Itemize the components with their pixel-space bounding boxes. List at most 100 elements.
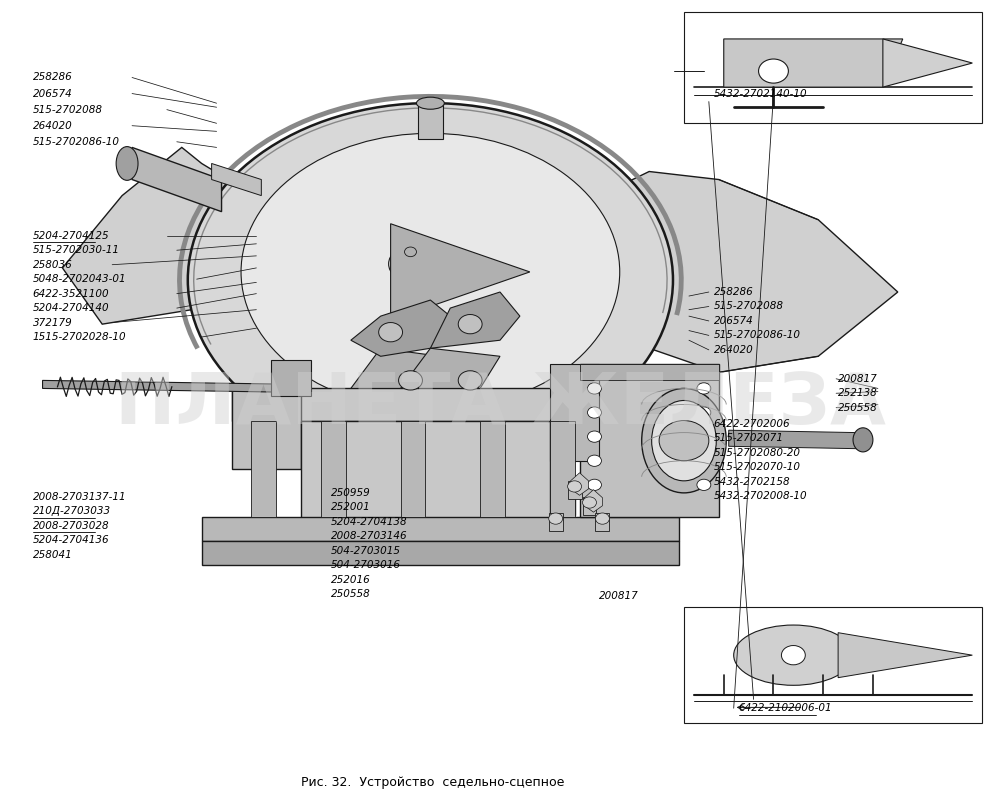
Text: 6422-2702006: 6422-2702006 (714, 419, 790, 429)
Text: 2008-2703137-11: 2008-2703137-11 (33, 492, 126, 502)
Ellipse shape (642, 388, 726, 493)
Ellipse shape (652, 400, 716, 481)
Bar (684, 607, 982, 723)
Circle shape (759, 59, 788, 83)
Polygon shape (202, 541, 679, 565)
Text: 6422-3521100: 6422-3521100 (33, 289, 109, 299)
Polygon shape (401, 421, 425, 517)
Text: 5204-2704138: 5204-2704138 (331, 517, 408, 527)
Text: 258286: 258286 (33, 73, 72, 83)
Text: 5432-2702158: 5432-2702158 (714, 477, 790, 487)
Text: 515-2702070-10: 515-2702070-10 (714, 462, 801, 472)
Text: 250558: 250558 (838, 403, 878, 413)
Polygon shape (321, 421, 346, 517)
Text: 250959: 250959 (331, 488, 371, 498)
Ellipse shape (416, 97, 444, 109)
Text: 264020: 264020 (714, 345, 754, 355)
Circle shape (549, 513, 563, 524)
Bar (549, 513, 563, 531)
Circle shape (697, 407, 711, 418)
Text: 1515-2702028-10: 1515-2702028-10 (33, 332, 126, 342)
Text: 5432-2702140-10: 5432-2702140-10 (714, 88, 807, 99)
Ellipse shape (188, 103, 673, 457)
Polygon shape (202, 517, 679, 541)
Text: 252138: 252138 (838, 388, 878, 398)
Text: 258286: 258286 (714, 287, 754, 297)
Circle shape (389, 246, 432, 282)
Text: 5048-2702043-01: 5048-2702043-01 (33, 274, 126, 284)
Bar (418, 104, 443, 139)
Polygon shape (401, 348, 500, 388)
Bar (583, 497, 596, 515)
Circle shape (588, 383, 601, 394)
Polygon shape (271, 360, 311, 396)
Polygon shape (351, 348, 440, 388)
Bar (595, 513, 609, 531)
Text: 210Д-2703033: 210Д-2703033 (33, 506, 111, 516)
Text: 200817: 200817 (838, 374, 878, 383)
Circle shape (405, 247, 416, 256)
Circle shape (659, 421, 709, 461)
Text: 206574: 206574 (33, 88, 72, 99)
Text: 504-2703015: 504-2703015 (331, 546, 401, 556)
Polygon shape (301, 421, 550, 525)
Polygon shape (232, 388, 301, 468)
Text: 2008-2703028: 2008-2703028 (33, 521, 109, 531)
Polygon shape (550, 364, 599, 461)
Polygon shape (132, 147, 222, 212)
Circle shape (588, 455, 601, 466)
Text: 515-2702071: 515-2702071 (714, 434, 784, 443)
Polygon shape (212, 163, 261, 196)
Text: 206574: 206574 (714, 316, 754, 326)
Polygon shape (599, 172, 898, 372)
Polygon shape (391, 224, 530, 320)
Text: 372179: 372179 (33, 318, 72, 328)
Text: 250558: 250558 (331, 589, 371, 599)
Text: 6422-2102006-01: 6422-2102006-01 (739, 703, 832, 714)
Polygon shape (571, 472, 589, 495)
Text: 258041: 258041 (33, 550, 72, 560)
Text: Рис. 32.  Устройство  седельно-сцепное: Рис. 32. Устройство седельно-сцепное (301, 776, 564, 789)
Text: 515-2702086-10: 515-2702086-10 (33, 137, 120, 146)
Bar (568, 481, 582, 498)
Polygon shape (580, 364, 719, 380)
Text: 5432-2702008-10: 5432-2702008-10 (714, 491, 807, 501)
Circle shape (379, 323, 403, 342)
Ellipse shape (116, 146, 138, 180)
Polygon shape (838, 633, 972, 678)
Circle shape (588, 431, 601, 443)
Polygon shape (724, 39, 903, 87)
Text: 264020: 264020 (33, 121, 72, 131)
Polygon shape (585, 489, 602, 512)
Polygon shape (480, 421, 505, 517)
Bar (684, 12, 982, 123)
Circle shape (588, 407, 601, 418)
Circle shape (458, 315, 482, 334)
Circle shape (568, 481, 582, 492)
Circle shape (697, 431, 711, 443)
Text: 515-2702030-11: 515-2702030-11 (33, 245, 120, 255)
Circle shape (781, 646, 805, 665)
Text: 5204-2704125: 5204-2704125 (33, 231, 109, 241)
Circle shape (697, 455, 711, 466)
Text: 2008-2703146: 2008-2703146 (331, 532, 408, 541)
Text: ПЛАНЕТА ЖЕЛЕЗА: ПЛАНЕТА ЖЕЛЕЗА (115, 370, 885, 439)
Text: 515-2702088: 515-2702088 (33, 104, 103, 115)
Text: 5204-2704140: 5204-2704140 (33, 303, 109, 313)
Ellipse shape (241, 133, 620, 410)
Polygon shape (62, 147, 281, 324)
Circle shape (399, 371, 422, 390)
Text: 515-2702086-10: 515-2702086-10 (714, 330, 801, 341)
Text: 252016: 252016 (331, 574, 371, 585)
Polygon shape (580, 364, 719, 517)
Text: 504-2703016: 504-2703016 (331, 560, 401, 570)
Circle shape (697, 479, 711, 490)
Polygon shape (251, 421, 276, 517)
Circle shape (458, 371, 482, 390)
Circle shape (588, 479, 601, 490)
Polygon shape (351, 300, 460, 356)
Polygon shape (550, 421, 575, 517)
Polygon shape (729, 430, 858, 449)
Text: 200817: 200817 (599, 591, 639, 601)
Text: 258036: 258036 (33, 260, 72, 269)
